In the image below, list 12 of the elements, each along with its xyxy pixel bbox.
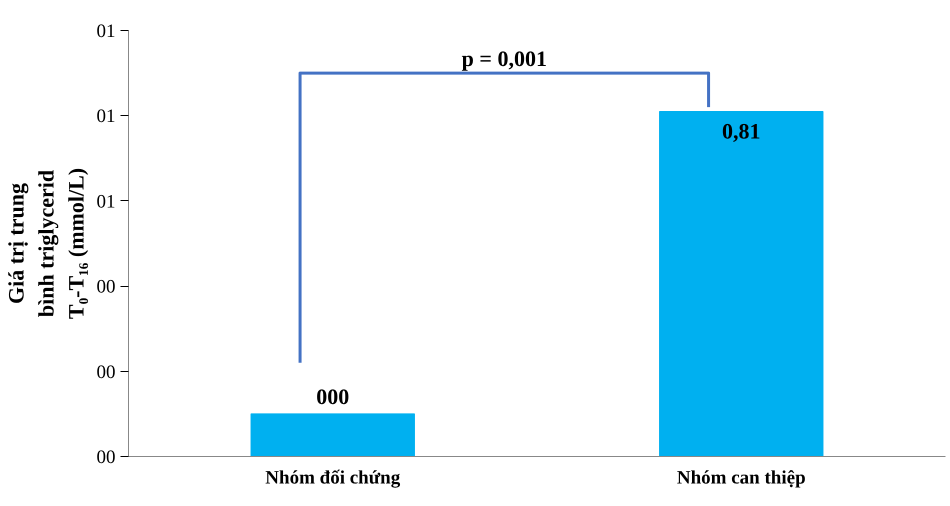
y-tick-label: 01 — [96, 106, 116, 128]
y-tick-label: 01 — [96, 21, 116, 42]
y-axis-title: Giá trị trung bình triglycerid T₀-T₁₆ (mmol/L) — [4, 168, 88, 320]
y-tick-label: 00 — [96, 276, 116, 298]
data-label: 0,81 — [722, 118, 760, 144]
x-tick-label: Nhóm can thiệp — [676, 468, 806, 488]
x-tick-label: Nhóm đối chứng — [265, 468, 401, 488]
y-tick-label: 00 — [96, 362, 116, 383]
annotation: p = 0,001 — [462, 46, 547, 72]
data-label: 000 — [316, 384, 350, 409]
y-tick-label: 00 — [96, 447, 116, 468]
y-tick-label: 01 — [96, 191, 116, 212]
